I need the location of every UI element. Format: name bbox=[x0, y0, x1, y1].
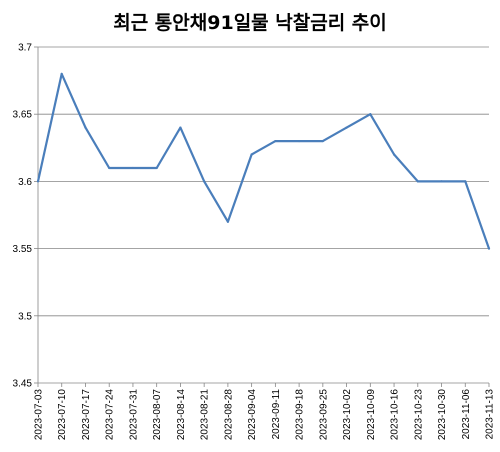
data-point bbox=[369, 113, 372, 116]
y-tick-label: 3.5 bbox=[18, 311, 32, 322]
y-tick-label: 3.55 bbox=[13, 244, 33, 255]
data-point bbox=[155, 166, 158, 170]
y-tick-label: 3.6 bbox=[18, 177, 32, 188]
data-point bbox=[203, 180, 206, 183]
x-tick-label: 2023-09-18 bbox=[295, 389, 306, 441]
x-tick-label: 2023-09-04 bbox=[247, 389, 258, 441]
data-point bbox=[60, 72, 63, 75]
x-tick-label: 2023-10-30 bbox=[437, 389, 448, 441]
data-point bbox=[487, 247, 491, 250]
data-point bbox=[321, 139, 324, 143]
data-point bbox=[108, 166, 111, 170]
x-tick-label: 2023-10-16 bbox=[390, 389, 401, 441]
data-point bbox=[250, 153, 253, 156]
x-tick-label: 2023-10-02 bbox=[342, 389, 353, 441]
y-tick-label: 3.7 bbox=[18, 43, 32, 54]
x-tick-label: 2023-11-06 bbox=[461, 389, 472, 440]
data-point bbox=[345, 126, 348, 129]
data-point bbox=[131, 166, 135, 170]
gridlines bbox=[38, 46, 489, 317]
series bbox=[36, 72, 491, 250]
data-point bbox=[392, 153, 396, 156]
series-line bbox=[36, 72, 491, 249]
axes bbox=[34, 46, 490, 387]
data-point bbox=[416, 180, 419, 183]
x-tick-label: 2023-11-13 bbox=[485, 389, 496, 440]
x-tick-label: 2023-08-28 bbox=[223, 389, 234, 441]
x-tick-label: 2023-07-17 bbox=[81, 389, 92, 441]
chart-title: 최근 통안채91일물 낙찰금리 추이 bbox=[113, 12, 387, 34]
x-tick-label: 2023-10-23 bbox=[413, 389, 424, 441]
data-point bbox=[84, 126, 87, 129]
y-tick-label: 3.65 bbox=[13, 110, 33, 121]
x-tick-label: 2023-07-24 bbox=[105, 389, 116, 441]
data-point bbox=[226, 220, 229, 223]
x-tick-label: 2023-10-09 bbox=[366, 389, 377, 441]
x-tick-label: 2023-07-03 bbox=[34, 389, 45, 441]
y-tick-label: 3.45 bbox=[13, 379, 33, 390]
data-point bbox=[440, 180, 443, 183]
x-tick-label: 2023-08-07 bbox=[152, 389, 163, 441]
data-point bbox=[36, 180, 40, 183]
x-tick-label: 2023-08-21 bbox=[200, 389, 211, 441]
y-tick-labels: 3.45 3.5 3.55 3.6 3.65 3.7 bbox=[13, 43, 33, 390]
x-tick-label: 2023-08-14 bbox=[176, 389, 187, 441]
data-point bbox=[274, 139, 277, 143]
x-tick-label: 2023-09-11 bbox=[271, 389, 282, 440]
x-tick-label: 2023-09-25 bbox=[318, 389, 329, 441]
x-tick-label: 2023-07-31 bbox=[128, 389, 139, 441]
data-point bbox=[298, 139, 301, 143]
data-point bbox=[464, 180, 467, 183]
data-point bbox=[179, 126, 182, 129]
x-tick-label: 2023-07-10 bbox=[57, 389, 68, 441]
x-tick-labels: 2023-07-03 2023-07-10 2023-07-17 2023-07-24… bbox=[34, 389, 496, 441]
